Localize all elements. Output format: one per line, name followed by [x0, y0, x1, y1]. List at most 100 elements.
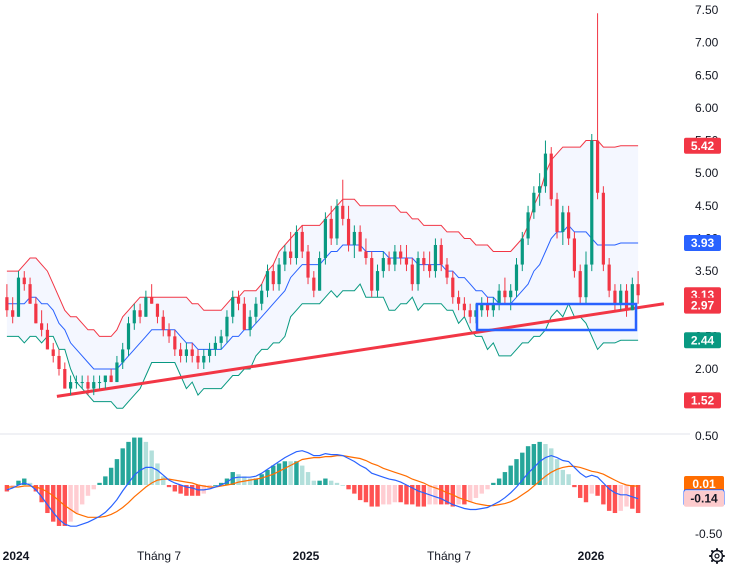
- candle: [63, 362, 67, 389]
- candle-body: [595, 140, 600, 193]
- price-badges: 5.423.933.132.972.441.52: [684, 137, 721, 409]
- macd-axis: 0.50 -0.50: [695, 429, 723, 541]
- candle-body: [109, 375, 113, 383]
- candle: [318, 251, 322, 291]
- candle-body: [97, 382, 102, 384]
- macd-histogram-bar: [16, 480, 21, 485]
- macd-histogram-bar: [213, 485, 218, 486]
- candle-body: [497, 290, 501, 304]
- macd-histogram-bar: [155, 463, 160, 485]
- candle-body: [103, 375, 107, 383]
- candle: [138, 303, 142, 324]
- candle: [509, 284, 513, 311]
- price-tick-label: 5.00: [695, 166, 719, 180]
- macd-histogram-bar: [300, 465, 305, 485]
- price-badge-bg: [684, 235, 721, 252]
- price-badge: 1.52: [684, 392, 721, 409]
- macd-histogram-bar: [45, 485, 50, 514]
- candle: [265, 264, 270, 298]
- macd-histogram-bar: [74, 485, 79, 514]
- macd-histogram-bar: [172, 485, 178, 492]
- macd-histogram-bar: [190, 485, 195, 496]
- candle: [68, 375, 73, 396]
- candle-body: [590, 140, 594, 265]
- macd-histogram-bar: [161, 476, 166, 485]
- candle-body: [624, 290, 629, 311]
- price-badge: 3.93: [684, 235, 721, 252]
- candle: [51, 342, 55, 363]
- candle: [144, 290, 148, 317]
- candle: [80, 375, 84, 389]
- price-tick-label: 3.50: [695, 264, 719, 278]
- candle-body: [92, 382, 96, 389]
- time-tick-label: Tháng 7: [137, 549, 181, 563]
- candle: [312, 271, 316, 298]
- candle-body: [277, 264, 281, 285]
- candle-body: [393, 251, 397, 265]
- macd-histogram-bar: [381, 485, 386, 505]
- price-tick-label: 4.50: [695, 199, 719, 213]
- macd-histogram-bar: [496, 478, 502, 485]
- price-tick-label: 2.00: [695, 362, 719, 376]
- macd-badge-label: -0.14: [690, 492, 718, 506]
- candle: [167, 323, 171, 343]
- macd-histogram-bar: [577, 485, 583, 498]
- candle-body: [207, 349, 212, 356]
- candle: [109, 369, 113, 383]
- macd-histogram-bar: [398, 485, 403, 503]
- candle-body: [155, 303, 160, 317]
- candle-body: [68, 382, 73, 389]
- macd-histogram-bar: [328, 480, 334, 485]
- candle-body: [370, 258, 374, 291]
- macd-histogram-bar: [531, 444, 537, 485]
- macd-histogram-bar: [259, 474, 264, 485]
- candle-body: [173, 336, 177, 350]
- macd-histogram-bar: [363, 485, 369, 503]
- candle: [538, 173, 542, 206]
- candle-body: [271, 271, 275, 285]
- candle-body: [364, 251, 368, 259]
- time-tick-label: 2026: [578, 549, 605, 563]
- candle: [485, 297, 490, 317]
- gear-icon[interactable]: [709, 548, 725, 564]
- macd-histogram-bar: [635, 485, 641, 514]
- price-axis: 7.507.006.506.005.505.004.504.003.503.00…: [695, 3, 719, 376]
- candle: [86, 375, 90, 396]
- macd-histogram-bar: [514, 459, 519, 485]
- macd-histogram-bar: [433, 485, 438, 505]
- candle-body: [179, 349, 183, 356]
- candle: [260, 284, 264, 311]
- candle: [196, 349, 200, 369]
- candle-body: [422, 258, 426, 265]
- macd-histogram-bar: [288, 461, 293, 485]
- macd-histogram-bar: [68, 485, 73, 522]
- candle-body: [242, 303, 246, 330]
- candle-body: [294, 231, 299, 259]
- macd-histogram-bar: [520, 452, 525, 485]
- candle: [92, 375, 96, 396]
- macd-histogram-bar: [79, 485, 85, 505]
- macd-histogram-bar: [132, 437, 137, 485]
- candle: [433, 238, 438, 278]
- candlesticks: [5, 13, 640, 396]
- candle: [97, 375, 102, 389]
- candle-body: [352, 231, 356, 245]
- candle-body: [439, 244, 443, 265]
- macd-histogram-bar: [137, 437, 143, 485]
- candle: [341, 179, 345, 226]
- macd-histogram-bar: [357, 485, 363, 501]
- candle: [497, 284, 501, 311]
- macd-histogram-bar: [624, 485, 629, 507]
- candle: [22, 271, 26, 291]
- macd-histogram-bar: [51, 485, 56, 522]
- macd-histogram-bar: [27, 482, 33, 485]
- candle: [451, 271, 455, 304]
- candle-body: [538, 186, 542, 193]
- macd-histogram-bar: [415, 485, 421, 507]
- candle-body: [260, 290, 264, 304]
- candle-body: [254, 303, 258, 317]
- macd-histogram-bar: [410, 485, 415, 505]
- bollinger-lower-line: [6, 283, 639, 409]
- candle-body: [613, 290, 617, 304]
- trendline: [56, 302, 665, 398]
